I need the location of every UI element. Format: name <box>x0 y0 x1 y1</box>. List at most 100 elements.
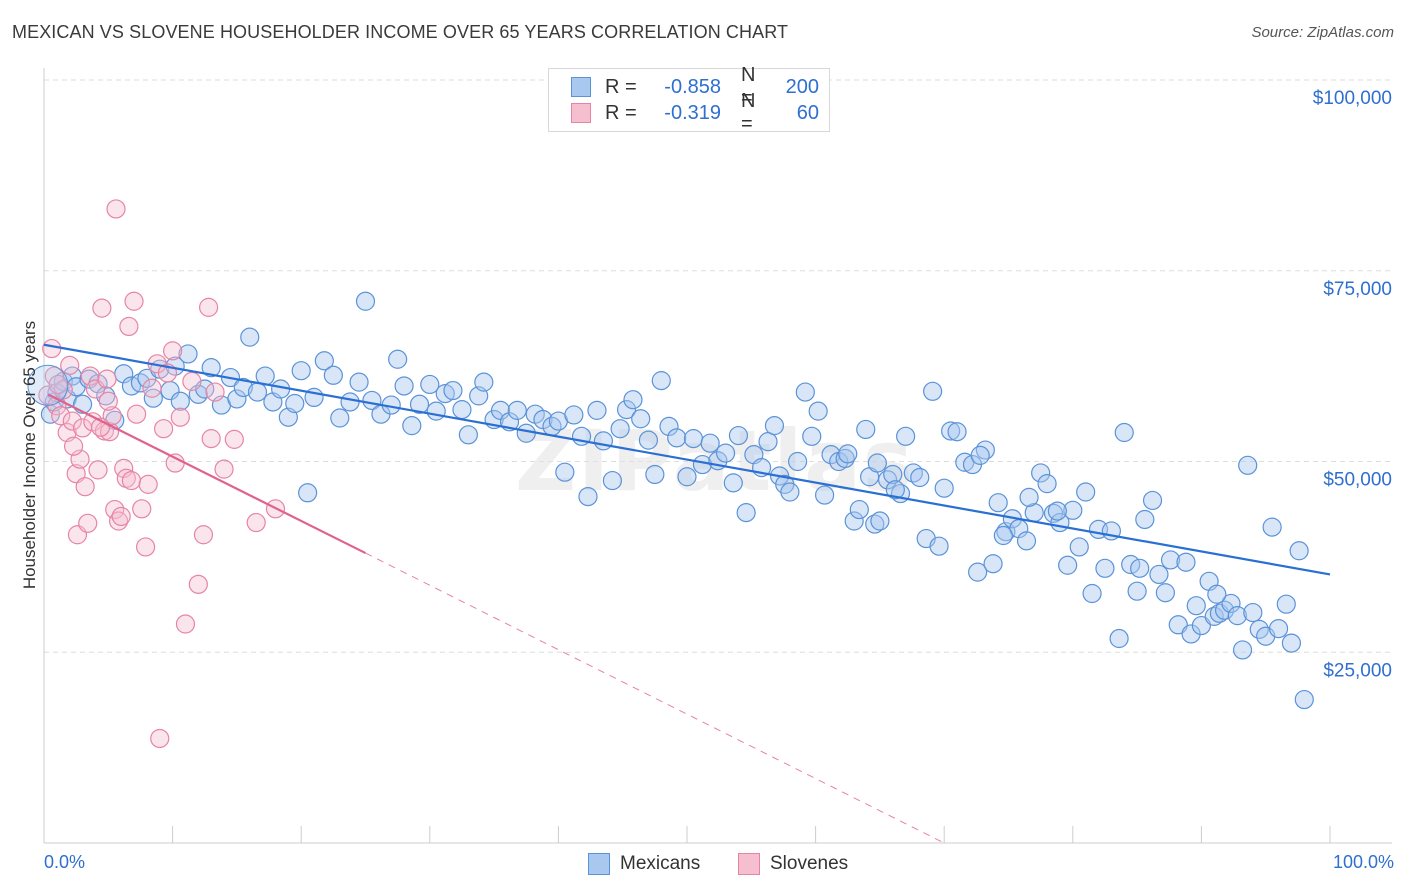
mexicans-point <box>1243 602 1263 623</box>
mexicans-point <box>1058 555 1078 575</box>
mexicans-point <box>993 525 1013 546</box>
mexicans-point <box>458 425 478 445</box>
legend-label-slovenes: Slovenes <box>770 853 849 874</box>
n-value: 200 <box>785 75 819 98</box>
slovenes-point <box>205 382 225 402</box>
mexicans-point <box>1127 581 1147 601</box>
mexicans-point <box>715 443 736 463</box>
mexicans-point <box>645 464 665 485</box>
mexicans-point <box>507 400 527 420</box>
mexicans-point <box>1135 509 1155 530</box>
mexicans-point <box>631 409 651 429</box>
mexicans-point <box>1082 583 1102 604</box>
mexicans-point <box>452 400 472 420</box>
mexicans-point <box>1031 463 1051 483</box>
slovenes-trend-line <box>47 393 366 555</box>
mexicans-point <box>934 478 954 498</box>
mexicans-point <box>878 470 898 490</box>
mexicans-point <box>516 423 536 443</box>
mexicans-point <box>865 514 885 534</box>
slovenes-point <box>175 614 196 634</box>
y-axis-label: Householder Income Over 65 years <box>20 320 39 590</box>
mexicans-swatch <box>588 853 610 875</box>
slovenes-point <box>88 460 108 480</box>
mexicans-point <box>1142 490 1163 511</box>
slovenes-point <box>97 369 117 389</box>
slovenes-point <box>224 429 244 449</box>
slovenes-point <box>92 298 112 318</box>
mexicans-point <box>883 464 903 485</box>
r-label: R = <box>605 75 637 98</box>
n-value: 60 <box>796 101 819 124</box>
mexicans-point <box>1207 584 1227 604</box>
mexicans-point <box>233 377 253 398</box>
mexicans-point <box>1176 552 1196 572</box>
mexicans-point <box>1109 628 1129 649</box>
mexicans-point <box>323 365 343 385</box>
mexicans-point <box>96 386 116 406</box>
mexicans-point <box>227 389 247 409</box>
mexicans-point <box>896 426 916 446</box>
slovenes-point <box>111 506 131 527</box>
mexicans-point <box>1186 596 1206 616</box>
r-value: -0.858 <box>664 75 721 98</box>
mexicans-point <box>247 382 268 402</box>
mexicans-point <box>1262 517 1282 537</box>
mexicans-point <box>970 445 990 465</box>
slovenes-point <box>63 436 84 456</box>
legend-item-mexicans[interactable]: Mexicans <box>588 853 700 875</box>
mexicans-point <box>723 473 743 493</box>
slovenes-point <box>60 355 80 375</box>
mexicans-point <box>849 499 869 520</box>
mexicans-point <box>298 483 318 503</box>
slovenes-point <box>199 297 219 317</box>
mexicans-point <box>409 394 430 414</box>
mexicans-point <box>623 390 643 410</box>
mexicans-point <box>201 358 221 378</box>
mexicans-point <box>758 432 778 452</box>
stats-row-slovenes: R = -0.319 N = 60 <box>571 90 819 135</box>
mexicans-point <box>394 376 414 396</box>
mexicans-point <box>929 536 949 556</box>
slovenes-point <box>121 470 142 491</box>
mexicans-point <box>291 361 311 381</box>
mexicans-point <box>1281 633 1302 653</box>
mexicans-point <box>593 431 614 451</box>
mexicans-point <box>1063 500 1083 520</box>
mexicans-point <box>683 429 704 449</box>
slovenes-swatch <box>738 853 760 875</box>
mexicans-point <box>867 453 887 473</box>
x-tick-label-min: 0.0% <box>44 852 86 872</box>
mexicans-point <box>1268 618 1289 639</box>
mexicans-point <box>838 444 858 464</box>
slovenes-point <box>150 728 170 749</box>
mexicans-point <box>143 388 163 408</box>
mexicans-point <box>330 408 350 428</box>
stats-row-mexicans: R = -0.858 N = 200 <box>571 64 819 109</box>
slovenes-point <box>182 371 202 391</box>
mexicans-point <box>587 400 607 420</box>
slovenes-point <box>135 537 156 557</box>
mexicans-point <box>285 393 305 414</box>
mexicans-point <box>983 554 1003 574</box>
mexicans-point <box>88 374 108 394</box>
mexicans-point <box>780 482 800 502</box>
mexicans-point <box>736 503 756 523</box>
slovenes-point <box>75 477 95 497</box>
mexicans-point <box>178 344 198 364</box>
slovenes-point <box>126 404 147 424</box>
mexicans-point <box>314 351 334 371</box>
mexicans-point <box>340 392 360 412</box>
mexicans-point <box>355 291 376 311</box>
mexicans-point <box>968 562 988 582</box>
mexicans-point <box>1047 501 1067 521</box>
slovenes-point <box>132 499 152 519</box>
slovenes-point <box>163 341 183 361</box>
mexicans-point <box>1130 558 1150 578</box>
n-label: N = <box>741 64 756 109</box>
y-tick-label: $25,000 <box>1323 660 1392 681</box>
mexicans-point <box>1149 564 1169 585</box>
mexicans-point <box>844 511 864 531</box>
slovenes-point <box>124 291 144 311</box>
legend-item-slovenes[interactable]: Slovenes <box>738 853 848 875</box>
